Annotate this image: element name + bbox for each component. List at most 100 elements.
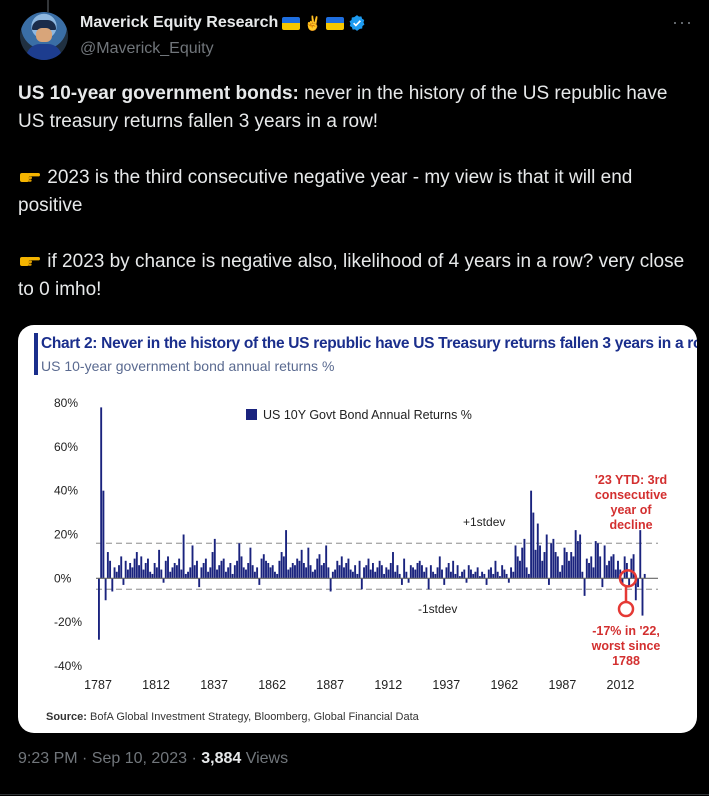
data-bar (534, 549, 537, 579)
data-bar (222, 558, 225, 579)
data-bar (367, 558, 370, 579)
verified-badge-icon (349, 15, 365, 31)
avatar[interactable] (20, 12, 68, 60)
data-bar (498, 576, 501, 579)
data-bar (394, 571, 397, 579)
author-display-name[interactable]: Maverick Equity Research (80, 14, 279, 31)
annotation-bottom-line: worst since (591, 639, 661, 653)
data-bar (178, 558, 181, 579)
chart-subtitle: US 10-year government bond annual return… (41, 358, 335, 374)
data-bar (129, 562, 132, 579)
data-bar (209, 567, 212, 579)
data-bar (216, 569, 218, 579)
data-bar (443, 578, 446, 585)
data-bar (628, 578, 631, 588)
data-bar (175, 565, 178, 579)
views-label: Views (241, 750, 289, 767)
data-bar (280, 552, 283, 579)
data-bar (605, 565, 608, 579)
data-bar (525, 567, 528, 579)
data-bar (478, 576, 481, 579)
annotation-top-line: decline (609, 518, 652, 532)
data-bar (236, 560, 239, 579)
data-bar (519, 560, 521, 579)
thread-connector (47, 0, 49, 12)
data-bar (242, 567, 245, 579)
data-bar (601, 578, 604, 588)
data-bar (247, 562, 250, 579)
chart-image-card[interactable]: Chart 2: Never in the history of the US … (18, 325, 697, 733)
data-bar (131, 567, 134, 579)
data-bar (429, 565, 432, 579)
data-bar (135, 552, 138, 579)
data-bar (434, 573, 437, 579)
author-handle[interactable]: @Maverick_Equity (80, 40, 214, 57)
data-bar (476, 567, 479, 579)
data-bar (340, 556, 343, 579)
data-bar (389, 562, 392, 579)
x-tick-label: 1962 (490, 678, 518, 692)
annotation-circle-bottom (617, 600, 635, 618)
data-bar (494, 560, 497, 579)
data-bar (496, 571, 499, 579)
data-bar (474, 571, 477, 579)
data-bar (501, 565, 504, 579)
data-bar (198, 578, 201, 588)
data-bar (603, 545, 606, 579)
annotation-bottom-line: -17% in '22, (592, 624, 660, 638)
data-bar (487, 569, 490, 579)
y-tick-label: 80% (54, 396, 78, 410)
more-options-icon[interactable]: ··· (672, 12, 693, 32)
data-bar (608, 560, 611, 579)
data-bar (160, 569, 163, 579)
data-bar (481, 571, 484, 579)
data-bar (249, 547, 252, 579)
data-bar (347, 558, 350, 579)
data-bar (305, 567, 308, 579)
data-bar (521, 547, 524, 579)
data-bar (507, 578, 510, 583)
data-bar (365, 565, 368, 579)
data-bar (138, 565, 140, 579)
data-bar (349, 569, 352, 579)
data-bar (196, 560, 198, 579)
data-bar (414, 569, 417, 579)
data-bar (124, 560, 127, 579)
chart-source-text: BofA Global Investment Strategy, Bloombe… (86, 711, 419, 723)
data-bar (579, 534, 582, 579)
tweet-timestamp[interactable]: 9:23 PM · Sep 10, 2023 · (18, 750, 202, 767)
data-bar (289, 567, 292, 579)
data-bar (126, 569, 129, 579)
data-bar (100, 407, 103, 579)
x-tick-label: 2012 (607, 678, 635, 692)
y-tick-label: 60% (54, 440, 78, 454)
data-bar (527, 573, 530, 579)
divider (0, 794, 709, 795)
data-bar (492, 573, 495, 579)
data-bar (269, 567, 272, 579)
data-bar (374, 571, 377, 579)
data-bar (113, 567, 116, 579)
data-bar (233, 565, 236, 579)
data-bar (641, 578, 644, 616)
data-bar (316, 558, 319, 579)
data-bar (271, 565, 274, 579)
data-bar (98, 578, 100, 640)
data-bar (311, 571, 314, 579)
data-bar (218, 565, 221, 579)
data-bar (354, 565, 357, 579)
legend-label: US 10Y Govt Bond Annual Returns % (263, 408, 472, 422)
data-bar (109, 560, 112, 579)
data-bar (512, 571, 515, 579)
data-bar (260, 558, 263, 579)
views-count: 3,884 (201, 750, 242, 767)
data-bar (561, 565, 564, 579)
data-bar (632, 554, 635, 579)
x-tick-label: 1887 (316, 678, 344, 692)
plus-stdev-label: +1stdev (463, 515, 505, 529)
data-bar (505, 573, 508, 579)
data-bar (231, 573, 234, 579)
data-bar (282, 556, 285, 579)
data-bar (322, 562, 325, 579)
data-bar (447, 562, 450, 579)
